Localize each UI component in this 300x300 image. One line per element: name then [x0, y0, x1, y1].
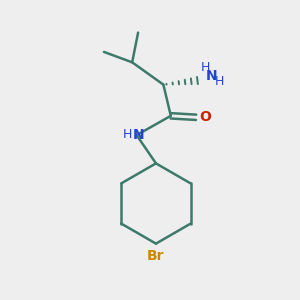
Text: H: H: [215, 75, 224, 88]
Text: N: N: [206, 69, 218, 83]
Text: O: O: [199, 110, 211, 124]
Text: H: H: [122, 128, 132, 141]
Text: H: H: [200, 61, 210, 74]
Text: N: N: [133, 128, 145, 142]
Text: Br: Br: [147, 249, 165, 263]
